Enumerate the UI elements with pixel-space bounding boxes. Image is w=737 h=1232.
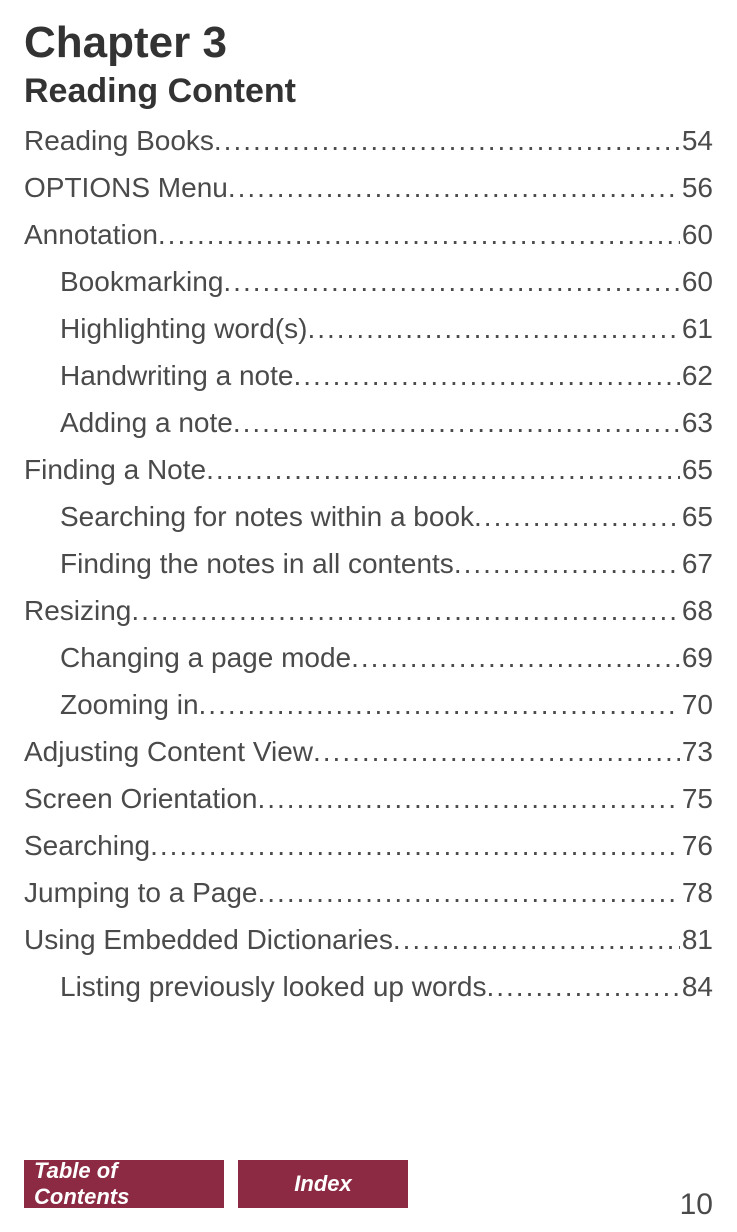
toc-entry-page: 60 [680, 268, 713, 296]
toc-entry-page: 69 [680, 644, 713, 672]
toc-entry[interactable]: Reading Books 54 [24, 127, 713, 155]
toc-entry-page: 75 [680, 785, 713, 813]
toc-button[interactable]: Table of Contents [24, 1160, 224, 1208]
toc-entry[interactable]: Jumping to a Page 78 [24, 879, 713, 907]
toc-leader-dots [206, 456, 680, 484]
toc-entry-label: Zooming in [60, 691, 199, 719]
toc-entry-label: Bookmarking [60, 268, 223, 296]
toc-leader-dots [393, 926, 680, 954]
toc-entry-page: 61 [680, 315, 713, 343]
page-number: 10 [680, 1188, 713, 1222]
toc-entry[interactable]: Adding a note 63 [24, 409, 713, 437]
toc-entry-label: Finding the notes in all contents [60, 550, 454, 578]
toc-leader-dots [150, 832, 680, 860]
chapter-title: Chapter 3 [24, 18, 713, 68]
toc-entry-label: Handwriting a note [60, 362, 293, 390]
toc-leader-dots [351, 644, 680, 672]
toc-entry[interactable]: Handwriting a note 62 [24, 362, 713, 390]
toc-entry-label: Annotation [24, 221, 158, 249]
toc-entry-label: Reading Books [24, 127, 214, 155]
toc-entry[interactable]: Using Embedded Dictionaries 81 [24, 926, 713, 954]
toc-leader-dots [474, 503, 680, 531]
toc-entry-page: 67 [680, 550, 713, 578]
toc-entry[interactable]: Finding the notes in all contents 67 [24, 550, 713, 578]
toc-entry-page: 63 [680, 409, 713, 437]
toc-entry-label: Highlighting word(s) [60, 315, 307, 343]
toc-leader-dots [214, 127, 680, 155]
toc-entry-page: 73 [680, 738, 713, 766]
toc-entry[interactable]: Annotation 60 [24, 221, 713, 249]
toc-entry-label: Using Embedded Dictionaries [24, 926, 393, 954]
toc-entry-label: Screen Orientation [24, 785, 257, 813]
toc-leader-dots [199, 691, 680, 719]
toc-leader-dots [258, 879, 680, 907]
toc-entry-label: Searching [24, 832, 150, 860]
chapter-subtitle: Reading Content [24, 72, 713, 111]
toc-entry[interactable]: OPTIONS Menu 56 [24, 174, 713, 202]
toc-entry[interactable]: Screen Orientation 75 [24, 785, 713, 813]
toc-entry-label: Adjusting Content View [24, 738, 313, 766]
toc-leader-dots [454, 550, 680, 578]
toc-leader-dots [293, 362, 679, 390]
toc-leader-dots [313, 738, 680, 766]
toc-entry-label: Listing previously looked up words [60, 973, 486, 1001]
toc-entry-page: 62 [680, 362, 713, 390]
toc-entry-page: 65 [680, 503, 713, 531]
toc-entry-page: 70 [680, 691, 713, 719]
toc-entry-label: Changing a page mode [60, 644, 351, 672]
toc-leader-dots [307, 315, 679, 343]
toc-entry[interactable]: Resizing 68 [24, 597, 713, 625]
toc-entry-page: 65 [680, 456, 713, 484]
toc-entry-page: 76 [680, 832, 713, 860]
toc-entry[interactable]: Zooming in 70 [24, 691, 713, 719]
toc-entry-label: Finding a Note [24, 456, 206, 484]
toc-entry-label: Searching for notes within a book [60, 503, 474, 531]
toc-entry[interactable]: Highlighting word(s) 61 [24, 315, 713, 343]
table-of-contents: Reading Books 54 OPTIONS Menu 56 Annotation… [24, 127, 713, 1001]
toc-leader-dots [486, 973, 679, 1001]
toc-leader-dots [233, 409, 680, 437]
toc-entry[interactable]: Adjusting Content View 73 [24, 738, 713, 766]
toc-entry-label: OPTIONS Menu [24, 174, 228, 202]
toc-entry-label: Resizing [24, 597, 131, 625]
toc-entry-page: 60 [680, 221, 713, 249]
toc-entry-page: 81 [680, 926, 713, 954]
toc-entry[interactable]: Finding a Note 65 [24, 456, 713, 484]
index-button[interactable]: Index [238, 1160, 408, 1208]
toc-entry[interactable]: Searching 76 [24, 832, 713, 860]
footer-bar: Table of Contents Index 10 [24, 1160, 713, 1208]
toc-entry[interactable]: Changing a page mode 69 [24, 644, 713, 672]
toc-entry-label: Jumping to a Page [24, 879, 258, 907]
toc-entry-page: 54 [680, 127, 713, 155]
toc-entry-page: 84 [680, 973, 713, 1001]
toc-entry-page: 56 [680, 174, 713, 202]
toc-entry[interactable]: Searching for notes within a book 65 [24, 503, 713, 531]
toc-leader-dots [158, 221, 680, 249]
toc-leader-dots [223, 268, 679, 296]
toc-leader-dots [131, 597, 679, 625]
toc-entry-page: 78 [680, 879, 713, 907]
toc-entry-page: 68 [680, 597, 713, 625]
toc-entry-label: Adding a note [60, 409, 233, 437]
toc-entry[interactable]: Bookmarking 60 [24, 268, 713, 296]
toc-entry[interactable]: Listing previously looked up words 84 [24, 973, 713, 1001]
toc-leader-dots [228, 174, 680, 202]
toc-leader-dots [257, 785, 679, 813]
